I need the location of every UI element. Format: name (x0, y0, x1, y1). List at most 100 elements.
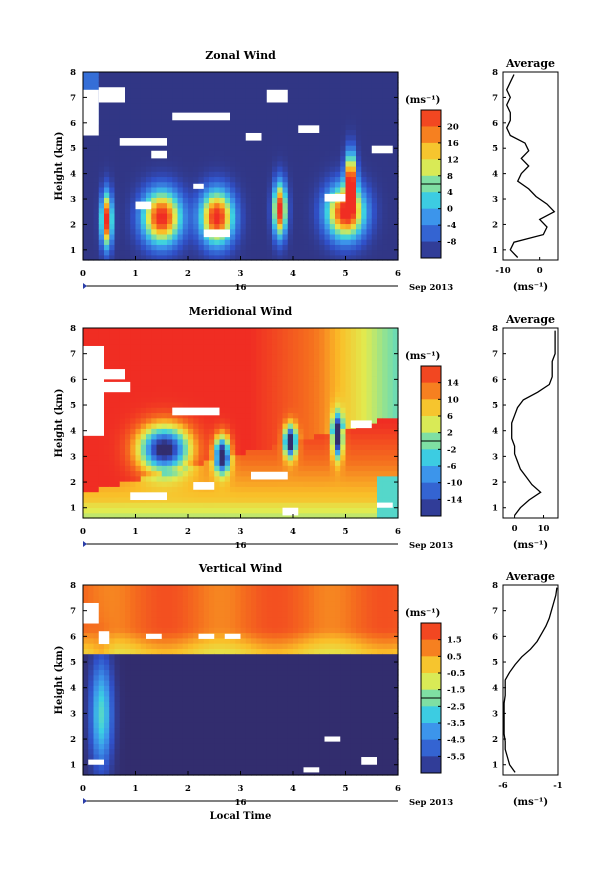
heatmap-cell (329, 438, 336, 445)
heatmap-cell (177, 82, 184, 89)
heatmap-cell (361, 134, 368, 141)
heatmap-cell (272, 343, 278, 350)
heatmap-cell (366, 370, 373, 377)
heatmap-cell (88, 669, 95, 676)
heatmap-cell (335, 396, 341, 403)
heatmap-cell (240, 370, 247, 377)
heatmap-cell (109, 769, 116, 776)
heatmap-cell (93, 716, 100, 723)
heatmap-cell (109, 627, 116, 634)
data-gap (151, 150, 167, 159)
heatmap-cell (240, 391, 247, 398)
heatmap-cell (130, 417, 137, 424)
heatmap-cell (345, 108, 352, 115)
heatmap-cell (93, 160, 100, 167)
heatmap-cell (392, 328, 399, 334)
heatmap-cell (193, 87, 200, 94)
heatmap-cell (361, 349, 368, 355)
heatmap-cell (93, 213, 100, 219)
heatmap-cell (104, 627, 110, 634)
heatmap-cell (83, 507, 89, 514)
heatmap-cell (272, 160, 278, 167)
heatmap-cell (350, 428, 357, 435)
heatmap-cell (303, 249, 310, 256)
heatmap-cell (182, 459, 189, 466)
heatmap-cell (303, 113, 310, 120)
heatmap-cell (293, 391, 299, 398)
heatmap-cell (319, 171, 326, 178)
heatmap-cell (387, 77, 394, 84)
heatmap-cell (235, 343, 242, 350)
heatmap-cell (240, 349, 247, 355)
heatmap-cell (156, 207, 163, 214)
heatmap-cell (83, 176, 89, 183)
heatmap-cell (235, 124, 242, 131)
heatmap-cell (140, 616, 147, 623)
heatmap-cell (303, 207, 310, 214)
heatmap-cell (177, 160, 184, 167)
heatmap-cell (114, 124, 121, 131)
heatmap-cell (377, 338, 383, 345)
heatmap-cell (240, 233, 247, 240)
heatmap-cell (109, 333, 116, 340)
heatmap-cell (114, 722, 121, 729)
heatmap-cell (146, 716, 152, 723)
heatmap-cell (224, 380, 231, 387)
heatmap-cell (251, 82, 257, 89)
heatmap-cell (114, 228, 121, 235)
heatmap-cell (104, 249, 110, 256)
heatmap-cell (130, 674, 137, 681)
heatmap-cell (119, 359, 126, 366)
y-tick-label: 4 (70, 170, 76, 180)
heatmap-cell (335, 129, 341, 136)
heatmap-cell (88, 706, 95, 713)
heatmap-cell (319, 108, 326, 115)
heatmap-cell (130, 192, 137, 198)
heatmap-cell (324, 108, 331, 115)
heatmap-cell (93, 470, 100, 477)
heatmap-cell (298, 155, 305, 162)
heatmap-cell (377, 239, 383, 245)
heatmap-cell (308, 228, 315, 235)
heatmap-cell (114, 732, 121, 739)
heatmap-cell (356, 197, 362, 204)
heatmap-cell (329, 139, 336, 146)
heatmap-cell (167, 129, 173, 136)
heatmap-cell (350, 186, 357, 193)
heatmap-cell (198, 166, 205, 172)
heatmap-cell (366, 124, 373, 131)
heatmap-cell (230, 428, 236, 435)
heatmap-cell (119, 244, 126, 251)
heatmap-cell (203, 364, 210, 371)
heatmap-cell (319, 417, 326, 424)
heatmap-cell (203, 77, 210, 84)
heatmap-cell (93, 155, 100, 162)
heatmap-cell (98, 648, 105, 655)
heatmap-cell (219, 72, 226, 78)
heatmap-cell (387, 103, 394, 110)
heatmap-cell (340, 428, 347, 435)
heatmap-cell (356, 465, 362, 472)
heatmap-cell (146, 375, 152, 382)
heatmap-cell (261, 192, 268, 198)
heatmap-cell (303, 359, 310, 366)
heatmap-cell (256, 192, 263, 198)
heatmap-cell (172, 349, 179, 355)
heatmap-cell (350, 354, 357, 361)
heatmap-cell (235, 186, 242, 193)
heatmap-cell (125, 192, 131, 198)
heatmap-cell (356, 82, 362, 89)
heatmap-cell (93, 233, 100, 240)
heatmap-cell (219, 370, 226, 377)
heatmap-cell (135, 606, 142, 612)
heatmap-cell (224, 92, 231, 99)
heatmap-cell (303, 507, 310, 514)
heatmap-cell (314, 412, 320, 419)
heatmap-cell (161, 454, 168, 461)
heatmap-cell (277, 375, 284, 382)
heatmap-cell (277, 433, 284, 440)
heatmap-cell (104, 129, 110, 136)
heatmap-cell (140, 171, 147, 178)
heatmap-cell (329, 87, 336, 94)
heatmap-cell (392, 333, 399, 340)
